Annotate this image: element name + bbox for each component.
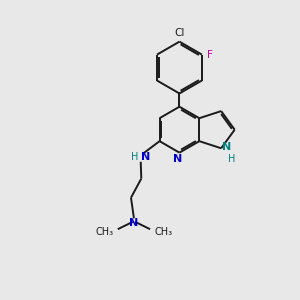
Text: Cl: Cl [174, 28, 184, 38]
Text: N: N [129, 218, 139, 228]
Text: F: F [207, 50, 213, 60]
Text: N: N [222, 142, 232, 152]
Text: N: N [173, 154, 183, 164]
Text: CH₃: CH₃ [95, 226, 113, 237]
Text: H: H [131, 152, 138, 162]
Text: N: N [141, 152, 150, 162]
Text: H: H [228, 154, 235, 164]
Text: CH₃: CH₃ [154, 226, 173, 237]
